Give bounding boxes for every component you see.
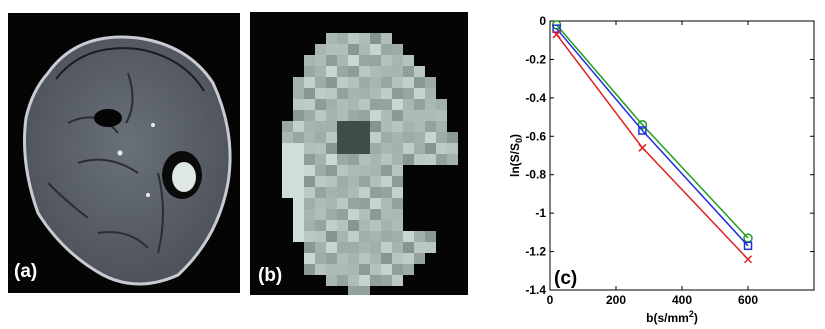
y-tick-label: -0.8 <box>525 168 546 182</box>
data-point <box>743 255 753 264</box>
x-tick-label: 200 <box>606 293 626 307</box>
mri-image-a: (a) <box>8 13 240 293</box>
series-line <box>556 28 749 247</box>
mri-slice-a-graphic <box>8 13 240 293</box>
panel-label-b: (b) <box>258 265 283 286</box>
x-tick-label: 400 <box>672 293 692 307</box>
mri-slice-b-graphic <box>250 12 468 295</box>
plot-area <box>549 20 815 291</box>
y-tick-label: -0.6 <box>525 129 546 143</box>
y-axis-label: ln(S/S0) <box>508 134 524 177</box>
y-tick-label: 0 <box>539 14 546 28</box>
y-axis: 0 -0.2 -0.4 -0.6 -0.8 -1 -1.2 -1.4 <box>525 14 814 297</box>
series-line <box>556 24 749 239</box>
decay-chart: 0 -0.2 -0.4 -0.6 -0.8 -1 -1.2 -1.4 0 200 400 600 l… <box>508 14 815 325</box>
y-tick-label: -0.4 <box>525 91 546 105</box>
y-tick-label: -0.2 <box>525 52 546 66</box>
mri-image-b: (b) <box>250 12 468 295</box>
y-tick-label: -1.4 <box>525 283 546 297</box>
data-point <box>638 126 647 135</box>
series-layer <box>551 20 753 264</box>
x-axis-label: b(s/mm2) <box>646 309 698 325</box>
panel-label-c: (c) <box>554 268 577 289</box>
y-tick-label: -1.2 <box>525 245 546 259</box>
data-point <box>638 143 647 152</box>
data-point <box>743 241 753 251</box>
x-axis: 0 200 400 600 <box>547 21 758 307</box>
data-point <box>552 30 561 39</box>
pixelated-tissue <box>282 33 458 295</box>
panel-label-a: (a) <box>14 261 38 282</box>
y-tick-label: -1 <box>535 206 546 220</box>
x-tick-label: 0 <box>547 293 554 307</box>
data-point <box>552 24 561 33</box>
x-tick-label: 600 <box>738 293 758 307</box>
